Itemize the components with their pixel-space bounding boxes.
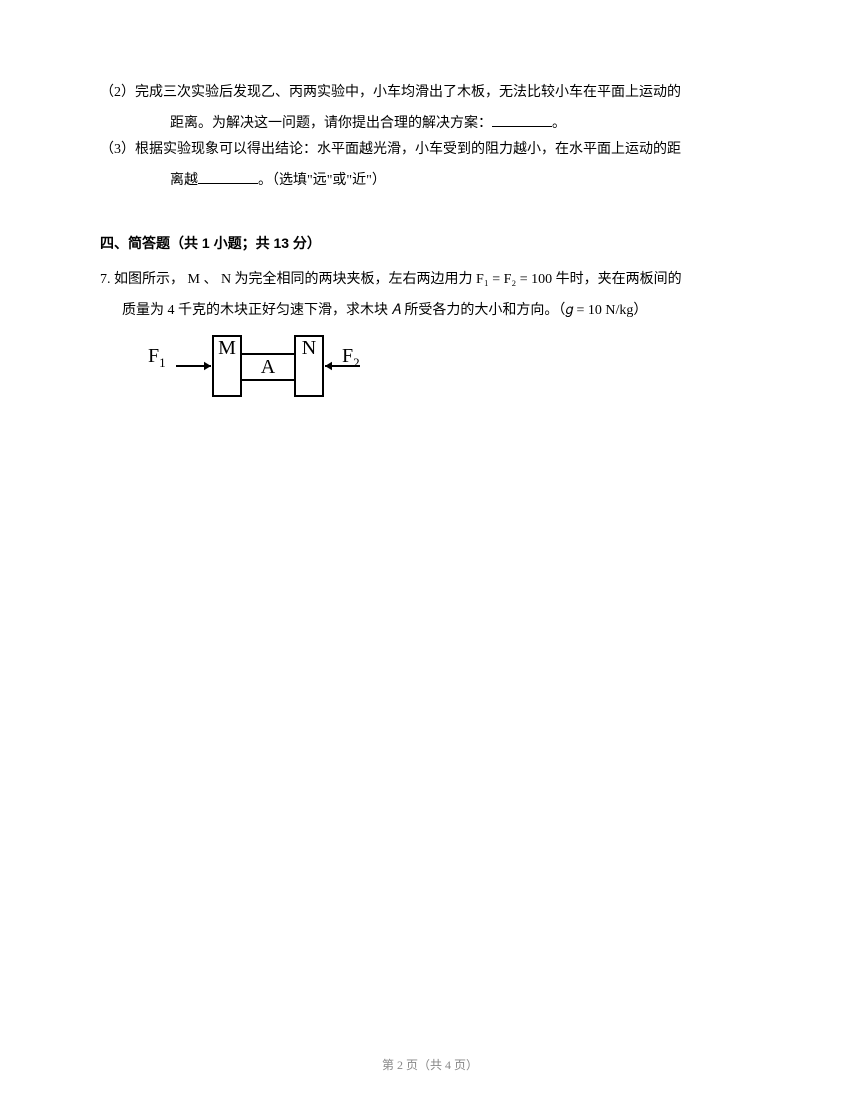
question-sub-2-cont: 距离。为解决这一问题，请你提出合理的解决方案： 。 [100, 111, 760, 138]
section-4-heading: 四、简答题（共 1 小题；共 13 分） [100, 230, 760, 257]
question-sub-3-cont: 离越 。（选填"远"或"近"） [100, 168, 760, 195]
svg-text:A: A [261, 356, 276, 378]
sub3-line2-pre: 离越 [170, 173, 198, 188]
q7-line1: 如图所示， M 、 N 为完全相同的两块夹板，左右两边用力 F₁ = F₂ = … [111, 272, 682, 287]
question-7-cont: 质量为 4 千克的木块正好匀速下滑，求木块 𝐴 所受各力的大小和方向。（𝑔 = … [100, 298, 760, 325]
q7-num: 7. [100, 272, 111, 287]
q7-line2: 质量为 4 千克的木块正好匀速下滑，求木块 𝐴 所受各力的大小和方向。（𝑔 = … [122, 303, 647, 318]
svg-text:F2: F2 [342, 345, 360, 370]
sub3-line2-post: 。（选填"远"或"近"） [258, 173, 386, 188]
question-sub-2: （2）完成三次实验后发现乙、丙两实验中，小车均滑出了木板，无法比较小车在平面上运… [100, 80, 760, 107]
page-footer: 第 2 页（共 4 页） [0, 1056, 860, 1073]
sub3-line1: 根据实验现象可以得出结论：水平面越光滑，小车受到的阻力越小，在水平面上运动的距 [135, 142, 681, 157]
svg-text:M: M [218, 337, 236, 359]
page-content: （2）完成三次实验后发现乙、丙两实验中，小车均滑出了木板，无法比较小车在平面上运… [100, 80, 760, 413]
sub-label-2: （2） [100, 85, 135, 100]
clamp-block-diagram: F1 F2 M N A [140, 332, 375, 402]
sub2-line2-pre: 距离。为解决这一问题，请你提出合理的解决方案： [170, 116, 492, 131]
question-sub-3: （3）根据实验现象可以得出结论：水平面越光滑，小车受到的阻力越小，在水平面上运动… [100, 137, 760, 164]
sub2-line2-post: 。 [552, 116, 566, 131]
svg-text:N: N [302, 337, 316, 359]
svg-text:F1: F1 [148, 345, 166, 370]
question-7: 7. 如图所示， M 、 N 为完全相同的两块夹板，左右两边用力 F₁ = F₂… [100, 267, 760, 294]
blank-input-2[interactable] [198, 170, 258, 184]
sub2-line1: 完成三次实验后发现乙、丙两实验中，小车均滑出了木板，无法比较小车在平面上运动的 [135, 85, 681, 100]
diagram-figure: F1 F2 M N A [140, 332, 760, 413]
sub-label-3: （3） [100, 142, 135, 157]
blank-input-1[interactable] [492, 113, 552, 127]
